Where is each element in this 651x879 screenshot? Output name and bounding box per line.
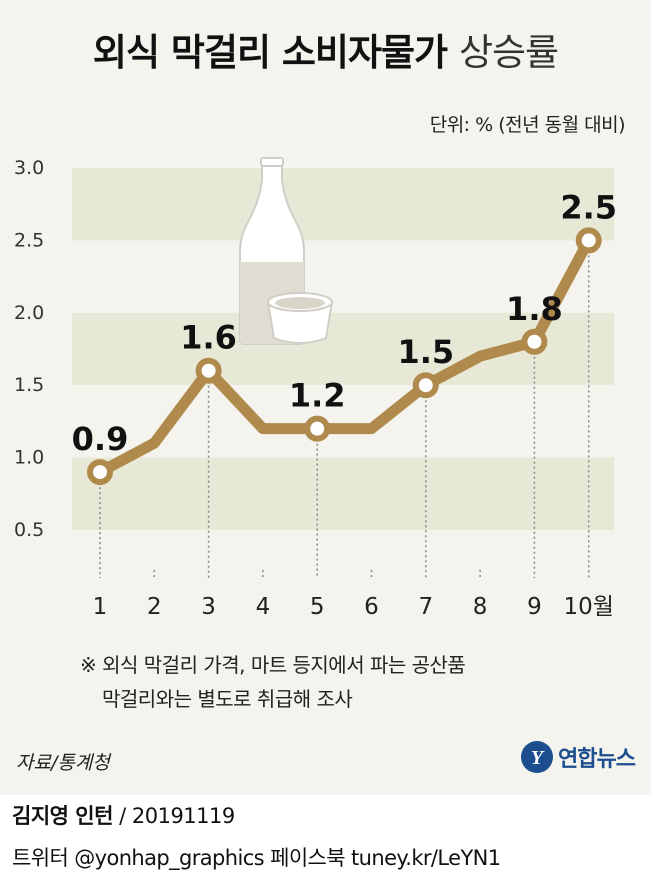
y-tick-label: 3.0 — [14, 157, 44, 179]
y-tick-label: 1.0 — [14, 447, 44, 469]
x-tick-label: 3 — [201, 594, 216, 620]
infographic-card: 외식 막걸리 소비자물가 상승률 단위: % (전년 동월 대비) 0.5 1.0… — [0, 0, 651, 795]
title-main: 외식 막걸리 소비자물가 — [92, 31, 448, 74]
data-label: 0.9 — [72, 420, 129, 458]
x-tick-label: 9 — [527, 594, 542, 620]
yonhap-logo-icon: Y — [521, 741, 554, 773]
credit-line: 김지영 인턴 / 20191119 — [12, 800, 235, 830]
y-tick-label: 1.5 — [14, 374, 44, 396]
x-tick-label: 4 — [256, 594, 271, 620]
data-point-marker — [412, 372, 439, 399]
social-links: 트위터 @yonhap_graphics 페이스북 tuney.kr/LeYN1 — [12, 846, 501, 870]
x-axis-ticks: 1 2 3 4 5 6 7 8 9 10월 — [93, 594, 614, 620]
author-name: 김지영 인턴 — [12, 804, 113, 828]
x-tick-label: 8 — [473, 594, 488, 620]
publish-date: / 20191119 — [119, 804, 235, 828]
x-tick-label: 7 — [418, 594, 433, 620]
y-axis-ticks: 0.5 1.0 1.5 2.0 2.5 3.0 — [14, 157, 44, 541]
data-point-marker — [575, 227, 602, 254]
grid-band — [72, 457, 614, 530]
x-tick-label: 2 — [147, 594, 162, 620]
x-tick-label: 5 — [310, 594, 325, 620]
source-label: 자료/통계청 — [16, 752, 110, 774]
data-label: 1.8 — [506, 290, 563, 328]
x-tick-label: 1 — [93, 594, 108, 620]
data-point-marker — [195, 357, 222, 384]
grid-band — [72, 168, 614, 241]
series-line — [94, 234, 595, 478]
chart-title: 외식 막걸리 소비자물가 상승률 — [0, 22, 651, 76]
data-label: 1.5 — [397, 333, 454, 371]
data-label: 1.6 — [180, 319, 237, 357]
footnote: ※ 외식 막걸리 가격, 마트 등지에서 파는 공산품 막걸리와는 별도로 취급… — [80, 648, 466, 716]
data-label: 2.5 — [560, 188, 617, 226]
title-subtitle: 상승률 — [458, 31, 559, 74]
logo-mark-letter: Y — [531, 747, 545, 769]
y-tick-label: 0.5 — [14, 519, 44, 541]
data-point-marker — [521, 328, 548, 355]
logo-text: 연합뉴스 — [558, 747, 636, 772]
yonhap-logo: Y 연합뉴스 — [519, 739, 636, 775]
data-point-marker — [87, 459, 113, 486]
series-markers — [87, 227, 602, 486]
drop-lines — [99, 240, 590, 578]
bottle-and-bowl-illustration — [239, 157, 334, 345]
y-tick-label: 2.5 — [14, 229, 44, 251]
footnote-line-2: 막걸리와는 별도로 취급해 조사 — [102, 687, 353, 711]
y-tick-label: 2.0 — [14, 302, 44, 324]
unit-label: 단위: % (전년 동월 대비) — [429, 114, 626, 136]
data-label: 1.2 — [289, 377, 346, 415]
footnote-line-1: ※ 외식 막걸리 가격, 마트 등지에서 파는 공산품 — [80, 653, 466, 677]
data-point-marker — [304, 415, 331, 442]
x-tick-label: 10월 — [563, 594, 613, 620]
data-labels: 0.9 1.6 1.2 1.5 1.8 2.5 — [72, 188, 617, 458]
line-chart: 0.5 1.0 1.5 2.0 2.5 3.0 0.9 1.6 1.2 1.5 1.8 2.5 1 2… — [14, 157, 617, 620]
x-tick-label: 6 — [364, 594, 379, 620]
